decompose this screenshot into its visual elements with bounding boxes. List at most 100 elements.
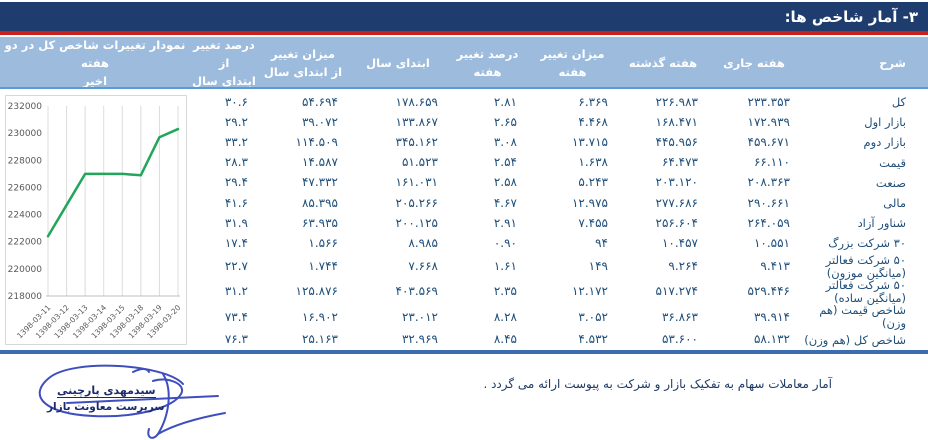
col-header-week-change-pct: درصد تغییر هفته <box>456 46 519 79</box>
y-tick-label: 218000 <box>8 292 43 302</box>
cell-previous-week: ۲۷۷.۶۸۶ <box>655 195 699 210</box>
y-tick-label: 222000 <box>8 238 43 248</box>
cell-previous-week: ۵۳.۶۰۰ <box>661 332 698 347</box>
row-label: قیمت <box>879 155 906 170</box>
row-label: ۵۰ شرکت فعالتر (میانگین ساده) <box>825 278 906 305</box>
cell-ytd-change: ۱۱۴.۵۰۹ <box>295 135 339 149</box>
cell-week-change-pct: ۲.۵۸ <box>493 175 517 190</box>
cell-ytd-change: ۲۵.۱۶۳ <box>301 332 338 347</box>
cell-ytd-change-pct: ۲۲.۷ <box>224 258 248 273</box>
cell-ytd-change: ۱۴.۵۸۷ <box>301 155 338 170</box>
row-label: شاخص قیمت (هم وزن) <box>819 303 906 331</box>
cell-current-week: ۴۵۹.۶۷۱ <box>747 135 791 149</box>
row-label: صنعت <box>875 175 906 190</box>
cell-previous-week: ۲۲۶.۹۸۳ <box>655 94 699 109</box>
cell-week-change: ۳.۰۵۲ <box>578 309 608 324</box>
cell-ytd-change-pct: ۲۸.۳ <box>224 155 248 170</box>
cell-week-change-pct: ۴.۶۷ <box>493 195 517 210</box>
cell-ytd-change: ۱.۵۶۶ <box>308 236 338 251</box>
cell-previous-week: ۲۵۶.۶۰۴ <box>655 215 699 230</box>
row-label: کل <box>891 94 906 109</box>
cell-year-start: ۸.۹۸۵ <box>408 236 438 251</box>
cell-ytd-change: ۳۹.۰۷۲ <box>301 114 338 129</box>
cell-ytd-change: ۸۵.۳۹۵ <box>301 195 338 210</box>
row-label: بازار دوم <box>863 135 906 150</box>
section-title: ۳- آمار شاخص ها: <box>784 7 918 26</box>
col-header-ytd-change: میزان تغییر از ابتدای سال <box>263 46 343 79</box>
cell-week-change: ۱۲.۹۷۵ <box>571 195 608 210</box>
cell-year-start: ۴۰۳.۵۶۹ <box>395 284 439 299</box>
cell-current-week: ۵۲۹.۴۴۶ <box>747 284 791 299</box>
cell-week-change-pct: ۳.۰۸ <box>493 135 517 149</box>
cell-previous-week: ۳۶.۸۶۳ <box>661 309 698 324</box>
cell-week-change-pct: ۱.۶۱ <box>493 258 517 273</box>
cell-week-change: ۷.۴۵۵ <box>578 215 608 230</box>
y-tick-label: 220000 <box>8 265 43 275</box>
y-tick-label: 232000 <box>8 102 43 112</box>
cell-week-change: ۴.۵۳۲ <box>578 332 608 347</box>
signature-scribble-icon <box>38 364 226 439</box>
cell-current-week: ۹.۴۱۳ <box>760 258 790 273</box>
cell-ytd-change-pct: ۳۱.۹ <box>224 215 248 230</box>
line-chart-svg: 218000 220000 222000 224000 226000 228000 2300… <box>8 102 183 340</box>
y-tick-label: 224000 <box>8 211 43 221</box>
row-label: ۳۰ شرکت بزرگ <box>828 236 906 251</box>
cell-week-change: ۹۴ <box>595 236 608 251</box>
cell-year-start: ۳۲.۹۶۹ <box>401 332 438 347</box>
col-header-week-change: میزان تغییر هفته <box>540 46 605 79</box>
col-header-previous-week: هفته گذشته <box>628 55 698 70</box>
cell-current-week: ۲۰۸.۳۶۳ <box>747 175 791 190</box>
cell-week-change-pct: ۲.۶۵ <box>493 114 517 129</box>
cell-ytd-change-pct: ۳۳.۲ <box>224 135 248 149</box>
cell-week-change-pct: ۲.۳۵ <box>493 284 517 299</box>
row-label: بازار اول <box>864 115 906 130</box>
cell-week-change-pct: ۲.۹۱ <box>493 215 517 230</box>
header-underline <box>0 87 928 89</box>
cell-ytd-change: ۴۷.۳۳۲ <box>301 175 338 190</box>
row-label: مالی <box>883 195 906 210</box>
cell-current-week: ۲۹۰.۶۶۱ <box>747 195 791 210</box>
footnote-text: آمار معاملات سهام به تفکیک بازار و شرکت … <box>483 377 832 391</box>
index-series-line <box>46 127 180 238</box>
cell-week-change: ۱۲.۱۷۲ <box>571 284 608 299</box>
cell-previous-week: ۴۴۵.۹۵۶ <box>655 135 699 149</box>
cell-previous-week: ۵۱۷.۲۷۴ <box>655 284 699 299</box>
cell-ytd-change: ۱۲۵.۸۷۶ <box>295 284 339 299</box>
cell-year-start: ۱۶۱.۰۳۱ <box>395 175 439 190</box>
cell-year-start: ۵۱.۵۲۳ <box>401 155 438 170</box>
signatory-title: سرپرست معاونت بازار <box>47 401 165 413</box>
y-tick-label: 228000 <box>8 156 43 166</box>
cell-year-start: ۳۴۵.۱۶۲ <box>395 135 439 149</box>
table-bottom-border <box>0 350 928 354</box>
cell-ytd-change-pct: ۴۱.۶ <box>224 195 248 210</box>
cell-current-week: ۱۰.۵۵۱ <box>753 236 790 251</box>
cell-ytd-change-pct: ۷۳.۴ <box>224 309 248 324</box>
cell-year-start: ۷.۶۶۸ <box>408 258 438 273</box>
cell-current-week: ۲۳۳.۳۵۳ <box>747 94 791 109</box>
cell-week-change: ۵.۲۴۳ <box>578 175 608 190</box>
cell-current-week: ۵۸.۱۳۲ <box>753 332 790 347</box>
y-tick-label: 230000 <box>8 129 43 139</box>
cell-ytd-change-pct: ۲۹.۲ <box>224 114 248 129</box>
cell-week-change-pct: ۰.۹۰ <box>493 236 517 251</box>
cell-year-start: ۱۳۳.۸۶۷ <box>395 114 439 129</box>
cell-ytd-change-pct: ۱۷.۴ <box>224 236 248 251</box>
cell-previous-week: ۶۴.۴۷۳ <box>661 155 698 170</box>
cell-ytd-change-pct: ۳۱.۲ <box>224 284 248 299</box>
cell-week-change-pct: ۸.۴۵ <box>493 332 517 347</box>
cell-ytd-change: ۶۳.۹۳۵ <box>301 215 338 230</box>
cell-ytd-change: ۱۶.۹۰۲ <box>301 309 338 324</box>
cell-week-change: ۱.۶۳۸ <box>578 155 608 170</box>
signature-block: سیدمهدی پارچینی سرپرست معاونت بازار <box>15 356 230 440</box>
red-divider <box>0 31 928 35</box>
table-header-row: شرح هفته جاری هفته گذشته میزان تغییر هفته در… <box>0 37 928 88</box>
cell-ytd-change-pct: ۷۶.۳ <box>224 332 248 347</box>
col-header-sharh: شرح <box>879 55 906 70</box>
col-header-ytd-change-pct: درصد تغییر از ابتدای سال <box>192 38 256 88</box>
cell-ytd-change: ۱.۷۴۴ <box>308 258 338 273</box>
y-tick-label: 226000 <box>8 183 43 193</box>
cell-previous-week: ۱۰.۴۵۷ <box>661 236 698 251</box>
cell-ytd-change-pct: ۳۰.۶ <box>224 94 248 109</box>
cell-current-week: ۲۶۴.۰۵۹ <box>747 215 791 230</box>
